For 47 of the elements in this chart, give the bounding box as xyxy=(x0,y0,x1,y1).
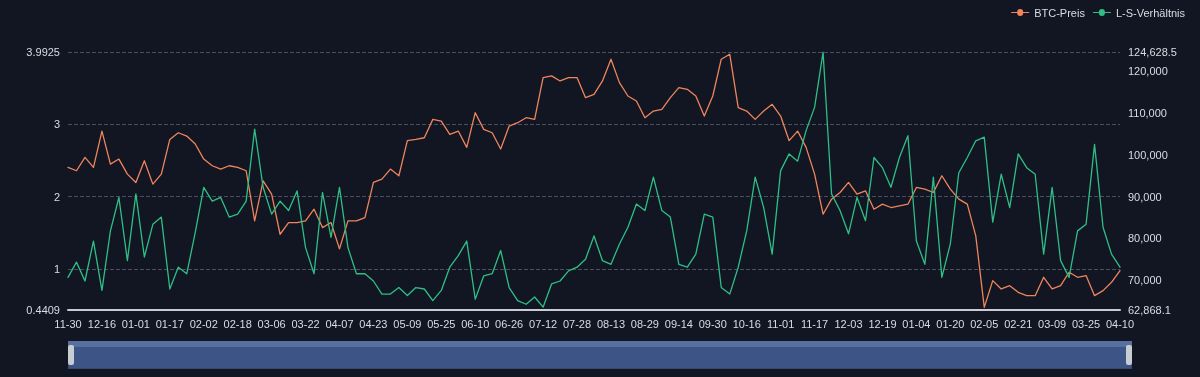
x-tick-label: 08-13 xyxy=(596,317,626,330)
x-tick-label: 01-17 xyxy=(155,317,184,330)
x-tick-label: 03-09 xyxy=(1038,317,1067,330)
x-tick-label: 06-10 xyxy=(461,317,490,330)
x-tick-label: 06-26 xyxy=(495,317,524,330)
y2-tick-label: 80,000 xyxy=(1128,232,1162,245)
x-tick-label: 09-30 xyxy=(698,317,727,330)
x-tick-label: 12-16 xyxy=(87,317,117,330)
x-tick-label: 05-09 xyxy=(393,317,422,330)
x-tick-label: 04-07 xyxy=(325,317,354,330)
x-tick-label: 03-06 xyxy=(257,317,286,330)
x-tick-label: 02-05 xyxy=(970,317,999,330)
x-tick-label: 05-25 xyxy=(427,317,456,330)
y2-tick-label: 100,000 xyxy=(1128,148,1168,161)
y-tick-label: 2 xyxy=(53,190,60,203)
x-tick-label: 04-10 xyxy=(1105,317,1135,330)
x-tick-label: 11-17 xyxy=(800,317,829,330)
x-tick-label: 01-04 xyxy=(902,317,931,330)
x-tick-label: 11-01 xyxy=(766,317,795,330)
y-tick-label: 3 xyxy=(53,118,60,131)
y-tick-label: 1 xyxy=(53,263,60,276)
y2-tick-label: 90,000 xyxy=(1128,190,1162,203)
y2-tick-label: 120,000 xyxy=(1128,65,1168,78)
x-tick-label: 02-18 xyxy=(223,317,252,330)
x-tick-label: 02-02 xyxy=(189,317,218,330)
x-tick-label: 12-03 xyxy=(834,317,863,330)
y-tick-label: 0.4409 xyxy=(26,304,60,316)
x-tick-label: 08-29 xyxy=(630,317,659,330)
y-tick-label: 3.9925 xyxy=(26,46,60,58)
y2-tick-label: 110,000 xyxy=(1128,107,1167,120)
x-tick-label: 10-16 xyxy=(732,317,761,330)
x-tick-label: 07-12 xyxy=(529,317,558,330)
x-tick-label: 04-23 xyxy=(359,317,388,330)
y2-tick-label: 70,000 xyxy=(1128,274,1162,287)
x-tick-label: 07-28 xyxy=(562,317,592,330)
legend-label: L-S-Verhältnis xyxy=(1115,6,1186,19)
x-tick-label: 03-25 xyxy=(1071,317,1101,330)
y2-tick-label: 124,628.5 xyxy=(1128,46,1177,58)
x-tick-label: 03-22 xyxy=(291,317,320,330)
x-tick-label: 12-19 xyxy=(868,317,897,330)
x-tick-label: 01-01 xyxy=(121,317,150,330)
x-tick-label: 11-30 xyxy=(54,317,82,330)
y2-tick-label: 62,868.1 xyxy=(1128,304,1171,316)
x-tick-label: 02-21 xyxy=(1004,317,1033,330)
x-tick-label: 01-20 xyxy=(936,317,965,330)
legend-label: BTC-Preis xyxy=(1034,6,1086,19)
x-tick-label: 09-14 xyxy=(664,317,693,330)
